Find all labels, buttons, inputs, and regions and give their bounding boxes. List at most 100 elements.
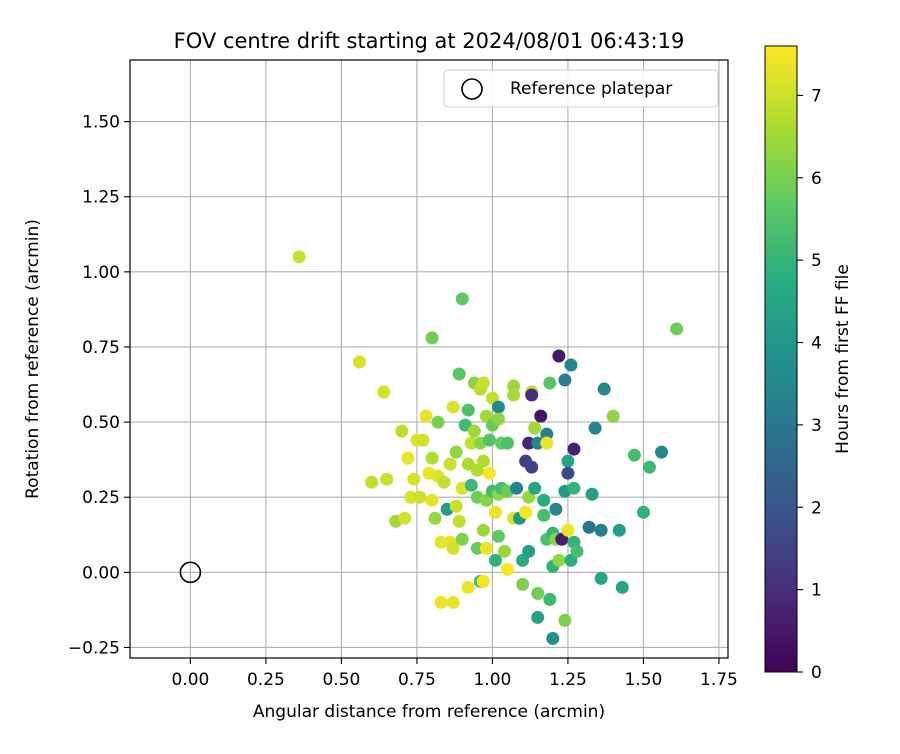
- data-point: [655, 445, 669, 459]
- y-tick-label: −0.25: [68, 638, 120, 658]
- data-point: [292, 250, 306, 264]
- colorbar-tick-label: 4: [811, 334, 822, 354]
- data-point: [476, 454, 490, 468]
- y-tick-label: 0.25: [82, 488, 120, 508]
- data-point: [491, 412, 505, 426]
- data-point: [452, 367, 466, 381]
- data-point: [561, 466, 575, 480]
- data-point: [380, 472, 394, 486]
- data-point: [467, 424, 481, 438]
- data-point: [434, 595, 448, 609]
- data-point: [522, 436, 536, 450]
- data-point: [534, 409, 548, 423]
- data-point: [510, 481, 524, 495]
- data-point: [401, 451, 415, 465]
- data-point: [479, 541, 493, 555]
- data-point: [588, 421, 602, 435]
- y-tick-label: 1.00: [82, 263, 120, 283]
- x-axis-ticks: 0.00 0.25 0.50 0.75 1.00 1.25 1.50 1.75: [171, 658, 738, 690]
- data-point: [482, 433, 496, 447]
- data-point: [395, 424, 409, 438]
- y-axis-ticks: −0.25 0.00 0.25 0.50 0.75 1.00 1.25 1.50: [68, 113, 130, 658]
- data-point: [531, 610, 545, 624]
- legend: Reference platepar: [443, 69, 719, 108]
- data-point: [636, 505, 650, 519]
- data-point: [561, 454, 575, 468]
- data-point: [434, 535, 448, 549]
- colorbar-tick-label: 3: [811, 416, 822, 436]
- data-point: [528, 421, 542, 435]
- data-point: [522, 544, 536, 558]
- grid: [130, 60, 728, 658]
- data-point: [452, 514, 466, 528]
- data-point: [543, 592, 557, 606]
- data-point: [546, 631, 560, 645]
- data-point: [476, 574, 490, 588]
- data-point: [498, 544, 512, 558]
- x-tick-label: 0.75: [398, 670, 436, 690]
- colorbar-gradient: [764, 45, 798, 673]
- plot-frame: [129, 59, 729, 659]
- x-tick-label: 1.25: [549, 670, 587, 690]
- y-axis-label: Rotation from reference (arcmin): [23, 219, 43, 499]
- data-point: [449, 499, 463, 513]
- data-point: [615, 580, 629, 594]
- data-point: [552, 349, 566, 363]
- data-point: [419, 409, 433, 423]
- x-tick-label: 0.00: [171, 670, 209, 690]
- data-point: [582, 520, 596, 534]
- data-point: [428, 511, 442, 525]
- data-point: [407, 472, 421, 486]
- data-point: [464, 478, 478, 492]
- data-point: [507, 379, 521, 393]
- data-point: [507, 388, 521, 402]
- data-point: [446, 595, 460, 609]
- data-point: [516, 577, 530, 591]
- data-point: [464, 436, 478, 450]
- data-point: [558, 613, 572, 627]
- colorbar-tick-label: 5: [811, 251, 822, 271]
- data-point: [425, 331, 439, 345]
- colorbar-tick-label: 0: [811, 663, 822, 683]
- data-point: [606, 409, 620, 423]
- data-point: [501, 436, 515, 450]
- data-point: [446, 541, 460, 555]
- data-point: [437, 475, 451, 489]
- y-tick-label: 0.75: [82, 338, 120, 358]
- data-point: [413, 490, 427, 504]
- data-point: [558, 373, 572, 387]
- y-tick-label: 0.00: [82, 563, 120, 583]
- data-point: [425, 493, 439, 507]
- data-point: [482, 466, 496, 480]
- data-point: [540, 436, 554, 450]
- x-tick-label: 0.50: [322, 670, 360, 690]
- data-point: [488, 553, 502, 567]
- data-point: [540, 427, 554, 441]
- data-point: [567, 481, 581, 495]
- data-point: [470, 541, 484, 555]
- data-point: [501, 562, 515, 576]
- data-point: [455, 532, 469, 546]
- data-point: [443, 457, 457, 471]
- colorbar-tick-label: 2: [811, 498, 822, 518]
- data-point: [642, 460, 656, 474]
- data-point: [461, 580, 475, 594]
- legend-entry-reference-platepar: Reference platepar: [510, 79, 672, 99]
- data-point: [561, 523, 575, 537]
- data-point: [491, 400, 505, 414]
- data-point: [404, 490, 418, 504]
- data-point: [365, 475, 379, 489]
- data-point: [455, 292, 469, 306]
- x-tick-label: 1.75: [700, 670, 738, 690]
- legend-box: [443, 69, 719, 108]
- colorbar-tick-label: 7: [811, 86, 822, 106]
- y-tick-label: 0.50: [82, 413, 120, 433]
- data-point: [425, 451, 439, 465]
- data-point: [353, 355, 367, 369]
- legend-marker-icon: [461, 78, 483, 100]
- data-point: [416, 433, 430, 447]
- data-point: [594, 523, 608, 537]
- colorbar-tick-label: 1: [811, 581, 822, 601]
